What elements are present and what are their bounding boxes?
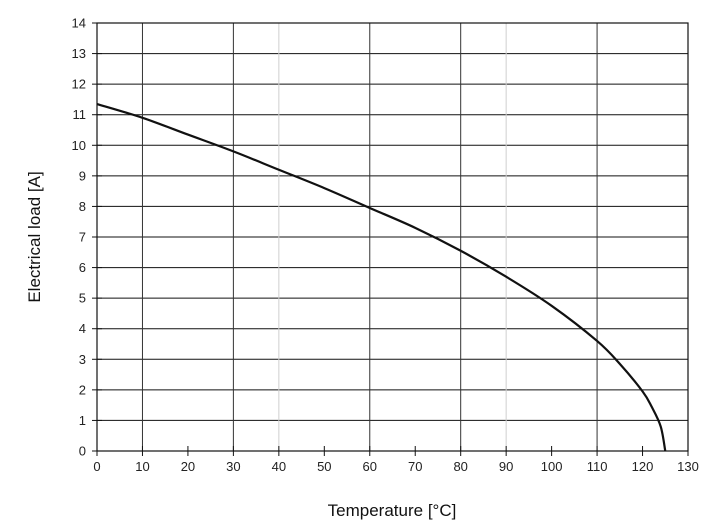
x-tick-label: 70	[408, 459, 422, 474]
y-axis-label: Electrical load [A]	[25, 171, 44, 302]
y-tick-label: 4	[79, 321, 86, 336]
y-tick-label: 9	[79, 168, 86, 183]
y-tick-label: 13	[72, 46, 86, 61]
x-tick-label: 40	[272, 459, 286, 474]
x-tick-label: 50	[317, 459, 331, 474]
series-layer	[96, 102, 667, 452]
x-tick-label: 130	[677, 459, 699, 474]
y-tick-label: 10	[72, 138, 86, 153]
y-tick-label: 0	[79, 444, 86, 459]
y-tick-label: 7	[79, 230, 86, 245]
y-tick-label: 14	[72, 16, 86, 31]
x-tick-labels: 0 10 20 30 40 50 60 70 80 90 100 110 120 130	[93, 459, 698, 474]
x-tick-label: 20	[181, 459, 195, 474]
x-tick-label: 30	[226, 459, 240, 474]
x-tick-label: 0	[93, 459, 100, 474]
y-tick-label: 8	[79, 199, 86, 214]
plot-frame	[96, 22, 689, 452]
gridlines	[97, 23, 688, 451]
x-tick-label: 90	[499, 459, 513, 474]
x-tick-label: 10	[135, 459, 149, 474]
y-tick-label: 2	[79, 382, 86, 397]
x-tick-label: 80	[453, 459, 467, 474]
series-line	[96, 102, 667, 452]
y-tick-label: 3	[79, 352, 86, 367]
x-tick-label: 110	[587, 459, 608, 474]
y-tick-label: 6	[79, 260, 86, 275]
axis-ticks	[92, 22, 689, 456]
y-tick-label: 11	[73, 107, 87, 122]
y-tick-label: 5	[79, 291, 86, 306]
x-tick-label: 100	[541, 459, 563, 474]
x-tick-label: 120	[632, 459, 654, 474]
x-axis-label: Temperature [°C]	[328, 501, 457, 520]
y-tick-label: 12	[72, 77, 86, 92]
y-tick-label: 1	[79, 413, 86, 428]
x-tick-label: 60	[363, 459, 377, 474]
